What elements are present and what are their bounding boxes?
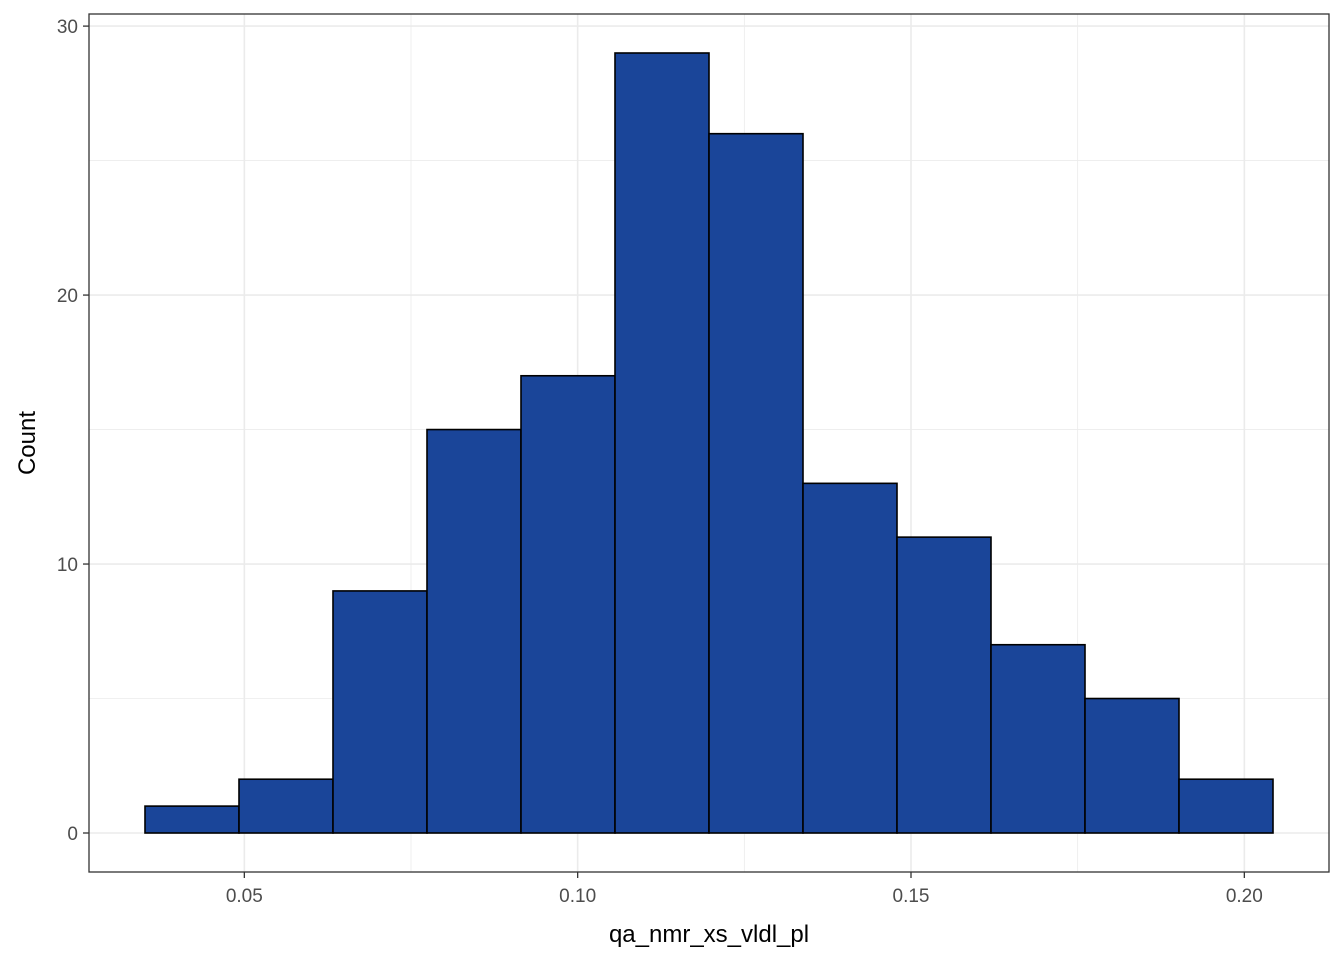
histogram-bar-7 xyxy=(708,132,804,834)
x-tick-label: 0.05 xyxy=(226,886,263,907)
y-tick-label: 10 xyxy=(57,555,78,576)
axis-ticks: 0.05 0.10 0.15 0.20 0 10 20 30 xyxy=(57,17,1263,907)
histogram-bar-12 xyxy=(1178,778,1274,834)
histogram-bar-9 xyxy=(896,536,992,834)
y-tick-label: 20 xyxy=(57,286,78,307)
x-axis-title: qa_nmr_xs_vldl_pl xyxy=(609,921,809,948)
x-tick-label: 0.15 xyxy=(893,886,930,907)
histogram-bar-3 xyxy=(332,590,428,834)
panel-border xyxy=(88,13,1330,873)
histogram-bar-10 xyxy=(990,643,1086,834)
histogram-bar-8 xyxy=(802,482,898,834)
x-tick-label: 0.10 xyxy=(559,886,596,907)
y-tick-label: 0 xyxy=(67,824,78,845)
histogram-bar-2 xyxy=(238,778,334,834)
histogram-bar-4 xyxy=(426,428,522,834)
histogram-bar-6 xyxy=(614,52,710,834)
y-tick-label: 30 xyxy=(57,17,78,38)
histogram-bar-11 xyxy=(1084,697,1180,834)
histogram-bar-1 xyxy=(144,805,240,834)
x-tick-label: 0.20 xyxy=(1226,886,1263,907)
histogram-bar-5 xyxy=(520,374,616,834)
histogram-bars xyxy=(144,52,1274,834)
y-axis-title: Count xyxy=(14,411,41,475)
